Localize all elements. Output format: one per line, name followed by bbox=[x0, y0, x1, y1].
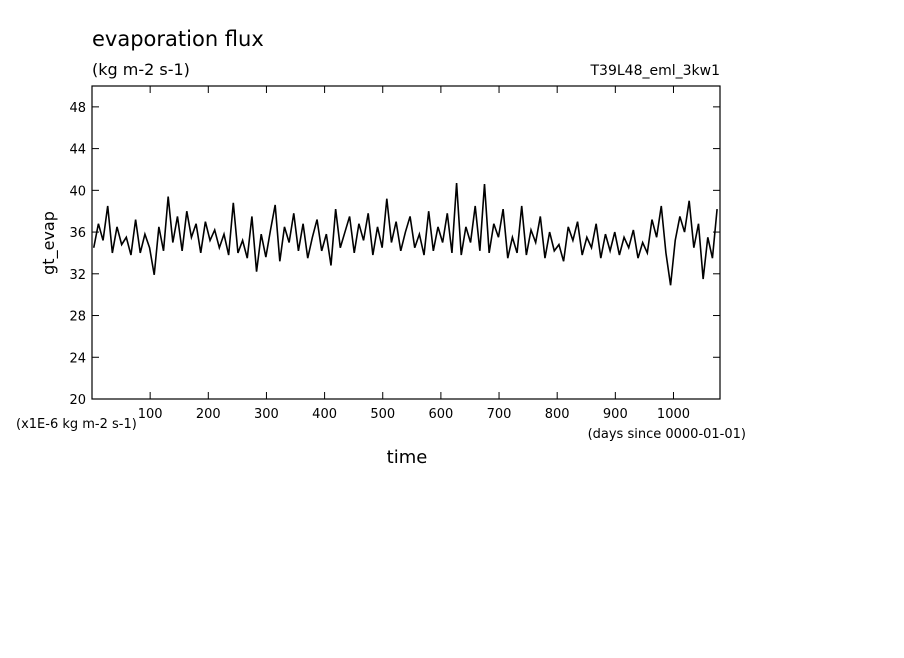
chart-title: evaporation flux bbox=[92, 27, 264, 51]
x-tick-label: 200 bbox=[196, 407, 221, 422]
x-tick-label: 800 bbox=[545, 407, 570, 422]
y-axis-label: gt_evap bbox=[39, 211, 59, 275]
x-tick-label: 100 bbox=[138, 407, 163, 422]
x-tick-label: 1000 bbox=[657, 407, 690, 422]
x-tick-label: 400 bbox=[312, 407, 337, 422]
y-tick-label: 20 bbox=[69, 393, 86, 408]
x-tick-label: 700 bbox=[487, 407, 512, 422]
x-tick-label: 900 bbox=[603, 407, 628, 422]
y-unit-label: (x1E-6 kg m-2 s-1) bbox=[16, 417, 137, 432]
x-tick-label: 500 bbox=[370, 407, 395, 422]
run-label: T39L48_eml_3kw1 bbox=[590, 63, 721, 79]
x-axis-label: time bbox=[387, 447, 428, 468]
y-tick-label: 28 bbox=[69, 310, 86, 325]
x-tick-label: 300 bbox=[254, 407, 279, 422]
y-tick-label: 36 bbox=[69, 226, 86, 241]
x-tick-label: 600 bbox=[428, 407, 453, 422]
chart-subtitle: (kg m-2 s-1) bbox=[92, 60, 190, 79]
y-tick-label: 48 bbox=[69, 101, 86, 116]
x-unit-label: (days since 0000-01-01) bbox=[588, 427, 746, 442]
data-line bbox=[92, 182, 718, 286]
y-tick-label: 40 bbox=[69, 184, 86, 199]
y-tick-label: 24 bbox=[69, 351, 86, 366]
y-tick-label: 44 bbox=[69, 143, 86, 158]
y-tick-label: 32 bbox=[69, 268, 86, 283]
plot-frame bbox=[91, 85, 721, 400]
